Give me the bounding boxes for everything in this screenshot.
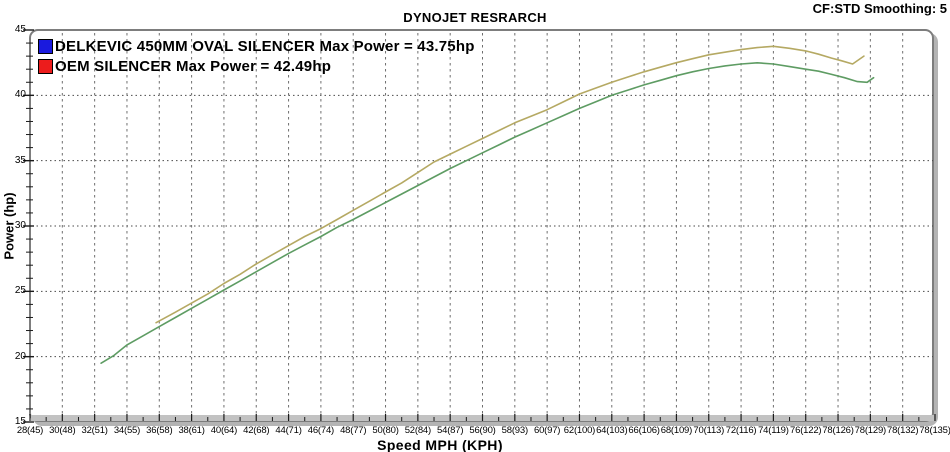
x-tick-label: 50(80) bbox=[372, 425, 399, 436]
y-tick-label: 15 bbox=[14, 416, 26, 427]
x-tick-label: 32(51) bbox=[81, 425, 108, 436]
y-tick-label: 30 bbox=[14, 220, 26, 231]
x-tick-label: 72(116) bbox=[725, 425, 757, 436]
x-tick-label: 58(93) bbox=[501, 425, 528, 436]
smoothing-status: CF:STD Smoothing: 5 bbox=[812, 1, 947, 16]
legend-item-oem: OEM SILENCER Max Power = 42.49hp bbox=[38, 56, 475, 76]
x-tick-label: 78(129) bbox=[854, 425, 887, 436]
x-tick-label: 44(71) bbox=[275, 425, 302, 436]
x-tick-label: 66(106) bbox=[628, 425, 660, 436]
x-tick-label: 78(135) bbox=[919, 425, 950, 436]
x-tick-label: 60(97) bbox=[534, 425, 561, 436]
plot-frame bbox=[29, 29, 934, 422]
x-tick-label: 70(113) bbox=[693, 425, 725, 436]
x-tick-label: 30(48) bbox=[49, 425, 76, 436]
x-tick-label: 34(55) bbox=[113, 425, 141, 436]
x-tick-label: 48(77) bbox=[340, 425, 367, 436]
x-tick-label: 52(84) bbox=[404, 425, 431, 436]
legend-label-oem: OEM SILENCER Max Power = 42.49hp bbox=[55, 57, 332, 75]
x-tick-label: 56(90) bbox=[469, 425, 496, 436]
y-tick-label: 40 bbox=[14, 89, 26, 101]
x-tick-label: 38(61) bbox=[178, 425, 205, 436]
x-tick-label: 46(74) bbox=[307, 425, 335, 436]
x-tick-label: 62(100) bbox=[563, 425, 596, 436]
x-tick-label: 54(87) bbox=[437, 425, 464, 436]
x-axis-title: Speed MPH (KPH) bbox=[377, 437, 503, 452]
chart-legend: DELKEVIC 450MM OVAL SILENCER Max Power =… bbox=[38, 36, 475, 76]
y-tick-label: 35 bbox=[14, 154, 26, 166]
x-tick-label: 76(122) bbox=[790, 425, 822, 436]
curve-delkevic bbox=[155, 45, 865, 324]
x-tick-label: 78(126) bbox=[822, 425, 854, 436]
legend-swatch-delkevic bbox=[38, 38, 53, 54]
y-tick-label: 20 bbox=[14, 350, 26, 362]
x-tick-label: 42(68) bbox=[243, 425, 270, 436]
legend-item-delkevic: DELKEVIC 450MM OVAL SILENCER Max Power =… bbox=[38, 36, 475, 56]
y-tick-label: 45 bbox=[14, 24, 26, 35]
page-title: DYNOJET RESRARCH bbox=[403, 10, 547, 25]
x-tick-label: 28(45) bbox=[16, 425, 44, 436]
legend-label-delkevic: DELKEVIC 450MM OVAL SILENCER Max Power =… bbox=[55, 37, 475, 55]
legend-swatch-oem bbox=[38, 58, 53, 74]
x-tick-label: 36(58) bbox=[146, 425, 173, 436]
x-tick-label: 64(103) bbox=[596, 425, 628, 436]
y-tick-label: 25 bbox=[14, 285, 26, 297]
curve-oem bbox=[100, 61, 875, 365]
x-tick-label: 68(109) bbox=[660, 425, 693, 436]
x-tick-label: 78(132) bbox=[886, 425, 919, 436]
x-tick-label: 74(119) bbox=[758, 425, 789, 436]
x-tick-label: 40(64) bbox=[210, 425, 238, 436]
